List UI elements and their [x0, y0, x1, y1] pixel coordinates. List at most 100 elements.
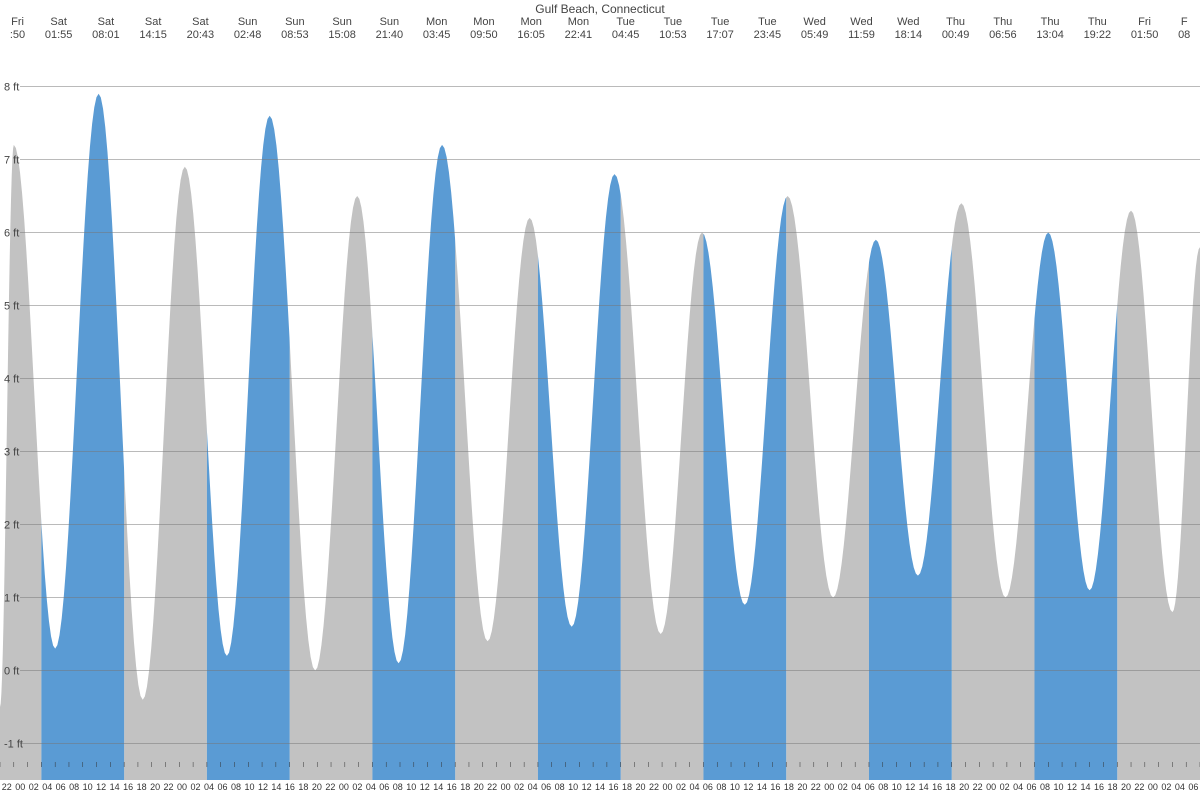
- header-time: 17:07: [697, 29, 744, 42]
- x-tick: 16: [445, 782, 458, 796]
- x-tick: 02: [836, 782, 849, 796]
- header-cell: Mon22:41: [555, 16, 602, 46]
- header-time: 08:53: [271, 29, 318, 42]
- header-cell: Sun21:40: [366, 16, 413, 46]
- header-day: Mon: [413, 16, 460, 29]
- y-tick-label: -1 ft: [4, 739, 23, 751]
- x-tick: 14: [917, 782, 930, 796]
- x-tick: 04: [202, 782, 215, 796]
- x-tick: 02: [351, 782, 364, 796]
- x-tick: 12: [1065, 782, 1078, 796]
- y-tick-label: 6 ft: [4, 228, 19, 240]
- x-tick: 02: [27, 782, 40, 796]
- x-tick: 06: [216, 782, 229, 796]
- x-tick: 00: [175, 782, 188, 796]
- header-cell: Sat01:55: [35, 16, 82, 46]
- x-tick: 12: [418, 782, 431, 796]
- x-tick: 10: [243, 782, 256, 796]
- header-time: 04:45: [602, 29, 649, 42]
- header-time: 19:22: [1074, 29, 1121, 42]
- header-time: 02:48: [224, 29, 271, 42]
- x-tick: 18: [1106, 782, 1119, 796]
- x-tick: 22: [485, 782, 498, 796]
- header-time: 03:45: [413, 29, 460, 42]
- header-day: Thu: [1074, 16, 1121, 29]
- x-tick: 04: [1173, 782, 1186, 796]
- x-tick: 14: [593, 782, 606, 796]
- header-day: Sun: [271, 16, 318, 29]
- header-cell: Sat14:15: [130, 16, 177, 46]
- header-cell: F08: [1168, 16, 1200, 46]
- x-tick: 04: [688, 782, 701, 796]
- header-cell: Wed11:59: [838, 16, 884, 46]
- header-day: Fri: [0, 16, 35, 29]
- x-tick: 06: [539, 782, 552, 796]
- header-day: Thu: [1026, 16, 1073, 29]
- header-day: Mon: [460, 16, 507, 29]
- header-time: 05:49: [791, 29, 838, 42]
- header-day: Tue: [602, 16, 649, 29]
- chart-plot-area: -1 ft0 ft1 ft2 ft3 ft4 ft5 ft6 ft7 ft8 f…: [0, 50, 1200, 780]
- y-tick-label: 4 ft: [4, 374, 19, 386]
- header-day: Tue: [744, 16, 791, 29]
- x-tick: 16: [769, 782, 782, 796]
- header-cell: Fri:50: [0, 16, 35, 46]
- header-cell: Sun08:53: [271, 16, 318, 46]
- header-day: Sun: [224, 16, 271, 29]
- x-tick: 18: [782, 782, 795, 796]
- x-tick: 02: [674, 782, 687, 796]
- header-cell: Sat08:01: [82, 16, 129, 46]
- header-cell: Sun15:08: [319, 16, 366, 46]
- header-day: F: [1168, 16, 1200, 29]
- x-tick: 18: [297, 782, 310, 796]
- header-time: 14:15: [130, 29, 177, 42]
- x-tick: 02: [512, 782, 525, 796]
- header-day: Thu: [932, 16, 979, 29]
- x-tick: 14: [108, 782, 121, 796]
- header-time: 22:41: [555, 29, 602, 42]
- header-cell: Thu19:22: [1074, 16, 1121, 46]
- x-tick: 00: [661, 782, 674, 796]
- x-tick: 02: [1160, 782, 1173, 796]
- tide-svg: -1 ft0 ft1 ft2 ft3 ft4 ft5 ft6 ft7 ft8 f…: [0, 50, 1200, 780]
- x-tick: 12: [256, 782, 269, 796]
- header-time: 16:05: [508, 29, 555, 42]
- x-tick: 20: [796, 782, 809, 796]
- x-tick: 10: [1052, 782, 1065, 796]
- x-tick: 06: [54, 782, 67, 796]
- y-tick-label: 3 ft: [4, 447, 19, 459]
- x-tick: 22: [324, 782, 337, 796]
- x-tick: 22: [809, 782, 822, 796]
- x-tick: 08: [876, 782, 889, 796]
- x-tick: 10: [566, 782, 579, 796]
- header-day: Mon: [508, 16, 555, 29]
- x-tick: 18: [944, 782, 957, 796]
- x-tick: 04: [364, 782, 377, 796]
- header-cell: Thu06:56: [979, 16, 1026, 46]
- header-day: Sat: [35, 16, 82, 29]
- header-time: 15:08: [319, 29, 366, 42]
- x-tick: 10: [728, 782, 741, 796]
- x-tick: 04: [1011, 782, 1024, 796]
- x-tick: 12: [94, 782, 107, 796]
- chart-title: Gulf Beach, Connecticut: [0, 2, 1200, 16]
- header-time: 20:43: [177, 29, 224, 42]
- header-time: 18:14: [885, 29, 932, 42]
- x-tick: 08: [229, 782, 242, 796]
- x-tick: 16: [607, 782, 620, 796]
- x-tick: 08: [715, 782, 728, 796]
- x-tick: 04: [850, 782, 863, 796]
- x-tick: 06: [378, 782, 391, 796]
- header-time: 10:53: [649, 29, 696, 42]
- header-cell: Wed05:49: [791, 16, 838, 46]
- header-cell: Tue23:45: [744, 16, 791, 46]
- x-tick: 10: [81, 782, 94, 796]
- x-tick: 20: [310, 782, 323, 796]
- x-tick: 00: [499, 782, 512, 796]
- x-tick: 06: [1187, 782, 1200, 796]
- header-cell: Tue10:53: [649, 16, 696, 46]
- x-tick: 12: [903, 782, 916, 796]
- header-time: 11:59: [838, 29, 884, 42]
- header-time: 09:50: [460, 29, 507, 42]
- x-tick: 20: [148, 782, 161, 796]
